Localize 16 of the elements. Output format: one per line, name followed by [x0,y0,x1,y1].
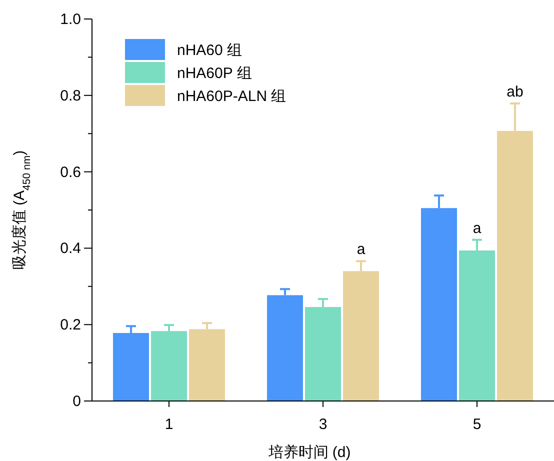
legend-label: nHA60P 组 [177,65,252,82]
x-tick-label: 5 [472,416,482,433]
x-tick-label: 3 [318,416,328,433]
y-tick-label: 0.8 [60,87,81,104]
y-tick-label: 0.6 [60,164,81,181]
y-tick-label: 1.0 [60,11,81,28]
legend-label: nHA60P-ALN 组 [177,88,286,105]
y-tick-label: 0.2 [60,316,81,334]
x-axis-title: 培养时间 (d) [267,444,351,461]
annotation: a [356,241,366,258]
y-tick-label: 0.4 [60,240,81,258]
annotation: ab [506,83,524,100]
legend-label: nHA60 组 [177,42,242,59]
x-tick-label: 1 [164,416,174,433]
annotation: a [472,220,482,237]
y-tick-label: 0 [72,393,81,410]
